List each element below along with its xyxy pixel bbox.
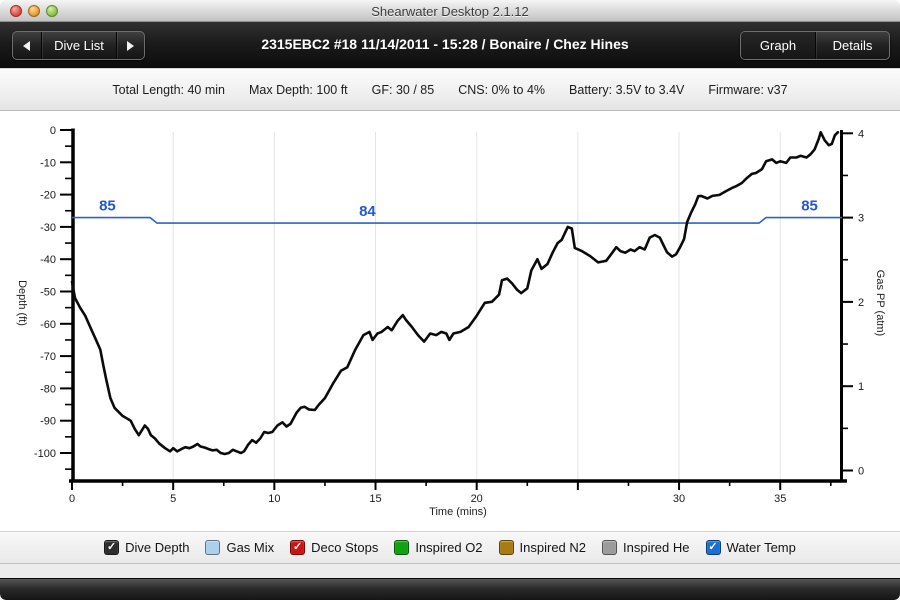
legend-item-inspired-o2[interactable]: Inspired O2 [394,540,483,555]
legend-bar: ✓ Dive Depth Gas Mix ✓ Deco Stops Inspired O2… [0,531,900,564]
window-footer [0,578,900,600]
legend-checkbox-inspired-n2[interactable] [498,540,514,555]
info-item-5: Firmware: v37 [708,82,788,97]
title-bar: Shearwater Desktop 2.1.12 [0,0,900,22]
legend-checkbox-gas-mix[interactable] [205,540,221,555]
legend-label-inspired-o2: Inspired O2 [415,540,483,555]
view-toggle: Graph Details [740,31,890,60]
svg-text:-80: -80 [40,383,56,395]
svg-text:Depth (ft): Depth (ft) [16,280,28,326]
svg-text:10: 10 [268,493,280,505]
legend-item-inspired-he[interactable]: Inspired He [602,540,690,555]
legend-label-inspired-n2: Inspired N2 [519,540,587,555]
legend-checkbox-inspired-o2[interactable] [394,540,410,555]
legend-checkbox-deco-stops[interactable]: ✓ [290,540,306,555]
svg-text:Time (mins): Time (mins) [429,506,487,518]
tab-details[interactable]: Details [815,32,889,59]
info-item-0: Total Length: 40 min [112,82,225,97]
svg-text:1: 1 [858,381,864,393]
info-item-1: Max Depth: 100 ft [248,82,348,97]
svg-text:-60: -60 [40,319,56,331]
svg-text:3: 3 [858,213,864,225]
next-dive-button[interactable] [116,32,144,59]
svg-text:0: 0 [69,493,75,505]
svg-text:-20: -20 [40,190,56,202]
svg-text:85: 85 [99,198,116,215]
close-button[interactable] [10,5,22,17]
svg-text:-50: -50 [40,287,56,299]
legend-item-inspired-n2[interactable]: Inspired N2 [498,540,587,555]
svg-text:2: 2 [858,297,864,309]
info-item-4: Battery: 3.5V to 3.4V [569,82,685,97]
svg-text:35: 35 [774,493,786,505]
svg-text:-40: -40 [40,254,56,266]
left-arrow-icon [23,40,31,51]
svg-text:0: 0 [50,125,56,137]
minimize-button[interactable] [28,5,40,17]
svg-text:84: 84 [359,203,376,220]
dive-profile-chart: 0 -10 -20 -30 -40 -50 -60 -70 -80 -90 -100 0 1 2 3 4 0 5 1… [16,125,886,518]
zoom-button[interactable] [46,5,58,17]
previous-dive-button[interactable] [13,32,41,59]
legend-checkbox-water-temp[interactable]: ✓ [705,540,721,555]
dive-stats-bar: Total Length: 40 min Max Depth: 100 ft GF:… [0,68,900,111]
svg-text:-30: -30 [40,222,56,234]
dive-list-control: Dive List [12,31,145,60]
svg-text:85: 85 [801,198,818,215]
svg-text:20: 20 [471,493,483,505]
svg-text:-90: -90 [40,416,56,428]
chart-area: 0 -10 -20 -30 -40 -50 -60 -70 -80 -90 -100 0 1 2 3 4 0 5 1… [0,111,900,531]
legend-item-dive-depth[interactable]: ✓ Dive Depth [104,540,189,555]
svg-text:-100: -100 [34,448,56,460]
right-arrow-icon [127,40,135,51]
tab-graph[interactable]: Graph [741,32,815,59]
toolbar: Dive List 2315EBC2 #18 11/14/2011 - 15:2… [0,22,900,68]
svg-text:-10: -10 [40,157,56,169]
legend-label-inspired-he: Inspired He [623,540,690,555]
svg-text:0: 0 [858,466,864,478]
svg-text:4: 4 [858,128,864,140]
info-item-3: CNS: 0% to 4% [458,82,546,97]
info-item-2: GF: 30 / 85 [371,82,435,97]
legend-label-deco-stops: Deco Stops [311,540,379,555]
svg-text:15: 15 [369,493,381,505]
window-title: Shearwater Desktop 2.1.12 [371,4,529,19]
svg-text:30: 30 [673,493,685,505]
legend-checkbox-dive-depth[interactable]: ✓ [104,540,120,555]
legend-label-dive-depth: Dive Depth [125,540,190,555]
svg-text:-70: -70 [40,351,56,363]
svg-text:Gas PP (atm): Gas PP (atm) [874,270,886,336]
legend-item-water-temp[interactable]: ✓ Water Temp [705,540,796,555]
dive-title: 2315EBC2 #18 11/14/2011 - 15:28 / Bonair… [261,36,629,52]
legend-spacer [0,564,900,578]
legend-item-gas-mix[interactable]: Gas Mix [205,540,274,555]
legend-label-water-temp: Water Temp [726,540,796,555]
svg-text:5: 5 [170,493,176,505]
legend-label-gas-mix: Gas Mix [226,540,275,555]
dive-list-button[interactable]: Dive List [40,32,117,59]
legend-checkbox-inspired-he[interactable] [602,540,618,555]
legend-item-deco-stops[interactable]: ✓ Deco Stops [290,540,378,555]
